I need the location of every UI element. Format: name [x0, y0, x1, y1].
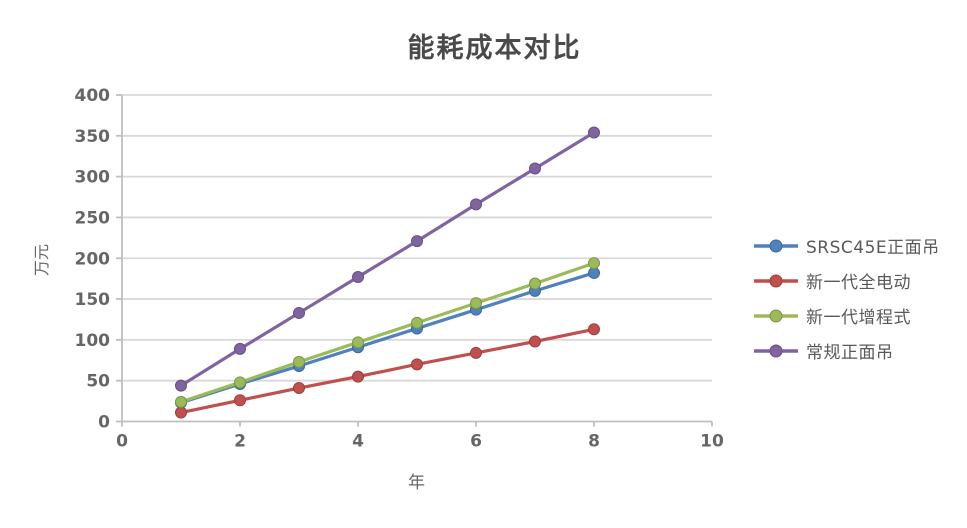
data-point-marker — [411, 316, 423, 329]
y-tick-label: 150 — [75, 290, 111, 310]
x-axis-title: 年 — [408, 473, 425, 493]
line-marker-icon — [754, 344, 798, 357]
data-point-marker — [588, 323, 600, 336]
data-point-marker — [234, 342, 246, 355]
data-point-marker — [234, 376, 246, 389]
data-point-marker — [293, 382, 305, 395]
data-point-marker — [293, 355, 305, 368]
y-tick-label: 400 — [75, 86, 111, 106]
y-axis-title: 万元 — [32, 243, 52, 277]
x-tick-label: 6 — [470, 432, 482, 452]
data-point-marker — [588, 257, 600, 270]
legend-label: 常规正面吊 — [806, 343, 894, 363]
chart-title: 能耗成本对比 — [407, 33, 582, 64]
legend-item: 新一代全电动 — [753, 268, 940, 293]
y-tick-label: 250 — [75, 208, 111, 228]
line-marker-icon — [754, 309, 798, 322]
data-point-marker — [411, 358, 423, 371]
data-point-marker — [529, 162, 541, 175]
data-point-marker — [352, 336, 364, 349]
data-point-marker — [352, 271, 364, 284]
data-point-marker — [470, 297, 482, 310]
series-line — [180, 131, 595, 387]
data-point-marker — [234, 394, 246, 407]
y-tick-label: 300 — [75, 168, 111, 188]
x-tick-label: 10 — [700, 432, 724, 452]
legend-item: SRSC45E正面吊 — [753, 233, 940, 258]
data-point-marker — [175, 395, 187, 408]
data-point-marker — [175, 379, 187, 392]
y-tick-label: 50 — [86, 372, 110, 392]
legend: SRSC45E正面吊 新一代全电动 新一代增程式 常规正面吊 — [753, 233, 940, 363]
series-line — [180, 261, 595, 404]
legend-item: 新一代增程式 — [753, 303, 940, 328]
line-marker-icon — [754, 239, 798, 252]
data-point-marker — [175, 406, 187, 419]
line-marker-icon — [754, 274, 798, 287]
data-point-marker — [293, 306, 305, 319]
data-point-marker — [588, 126, 600, 139]
data-point-marker — [470, 198, 482, 211]
legend-item: 常规正面吊 — [753, 338, 940, 363]
data-point-marker — [529, 335, 541, 348]
x-tick-label: 0 — [116, 432, 128, 452]
data-point-marker — [352, 370, 364, 383]
x-tick-label: 8 — [588, 432, 600, 452]
x-tick-label: 4 — [352, 432, 364, 452]
y-tick-label: 350 — [75, 127, 111, 147]
series-line — [180, 271, 595, 405]
y-tick-label: 0 — [98, 413, 110, 433]
data-point-marker — [470, 346, 482, 359]
legend-label: SRSC45E正面吊 — [806, 238, 940, 258]
legend-label: 新一代全电动 — [806, 273, 911, 293]
legend-label: 新一代增程式 — [806, 308, 911, 328]
x-tick-label: 2 — [234, 432, 246, 452]
y-tick-label: 200 — [75, 249, 111, 269]
y-tick-label: 100 — [75, 331, 111, 351]
data-point-marker — [411, 235, 423, 248]
data-point-marker — [529, 277, 541, 290]
series-line — [180, 327, 595, 415]
